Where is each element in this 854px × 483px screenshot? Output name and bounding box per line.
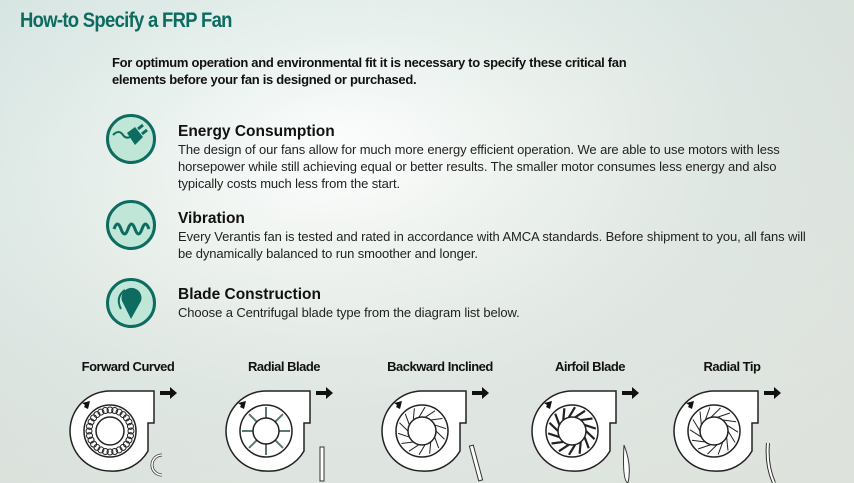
airflow-arrow-icon (316, 387, 333, 399)
fan-label: Airfoil Blade (554, 359, 626, 374)
rotation-arrow-icon (682, 401, 694, 419)
rotation-arrow-icon (540, 401, 552, 419)
rotation-arrow-icon (390, 401, 402, 419)
airflow-arrow-icon (622, 387, 639, 399)
fan-label: Forward Curved (81, 359, 175, 374)
rotation-arrow-icon (78, 401, 90, 419)
power-plug-icon (106, 114, 156, 164)
fan-label: Backward Inclined (387, 359, 493, 374)
fan-scroll-diagram (69, 387, 177, 477)
section-energy-consumption: Energy Consumption The design of our fan… (178, 122, 818, 192)
section-body: Choose a Centrifugal blade type from the… (178, 305, 520, 320)
fan-diagram-backward: Backward Inclined (370, 359, 510, 482)
fan-scroll-diagram (531, 387, 639, 483)
fan-diagram-radial: Radial Blade (214, 359, 354, 482)
section-heading: Energy Consumption (178, 123, 335, 140)
airflow-arrow-icon (764, 387, 781, 399)
fan-label: Radial Blade (247, 359, 321, 374)
vibration-wave-icon (106, 200, 156, 250)
section-heading: Blade Construction (178, 286, 321, 303)
fan-label: Radial Tip (703, 359, 761, 374)
fan-diagram-tip: Radial Tip (662, 359, 802, 483)
section-vibration: Vibration Every Verantis fan is tested a… (178, 209, 818, 262)
intro-text: For optimum operation and environmental … (112, 55, 627, 87)
fan-scroll-diagram (381, 387, 489, 482)
fan-diagram-airfoil: Airfoil Blade (520, 359, 660, 483)
fan-diagram-forward: Forward Curved (58, 359, 198, 479)
airflow-arrow-icon (472, 387, 489, 399)
page-title: How-to Specify a FRP Fan (20, 9, 232, 32)
fan-scroll-diagram (673, 387, 781, 483)
airflow-arrow-icon (160, 387, 177, 399)
fan-scroll-diagram (225, 387, 333, 482)
section-heading: Vibration (178, 210, 245, 227)
section-blade-construction: Blade Construction Choose a Centrifugal … (178, 285, 818, 321)
section-body: Every Verantis fan is tested and rated i… (178, 229, 806, 261)
blade-icon (106, 278, 156, 328)
section-body: The design of our fans allow for much mo… (178, 142, 780, 191)
rotation-arrow-icon (234, 401, 246, 419)
